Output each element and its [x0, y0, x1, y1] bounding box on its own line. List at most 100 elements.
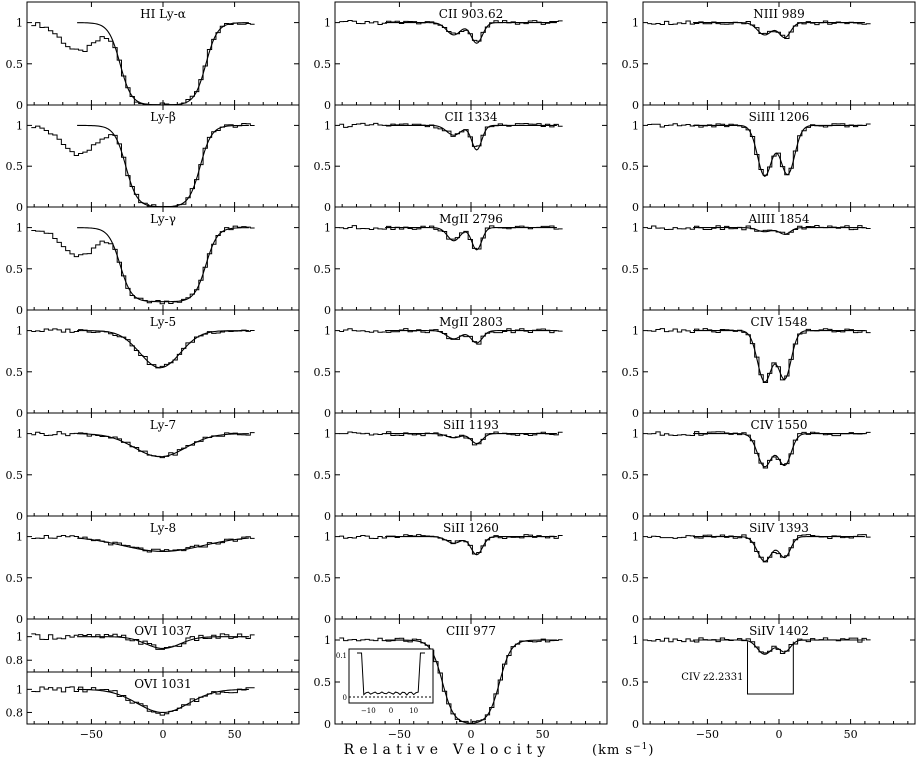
model-fit: [385, 22, 557, 44]
y-tick-label: 0: [632, 407, 639, 420]
panel-label: Ly-5: [150, 315, 176, 329]
y-tick-label: 0: [324, 304, 331, 317]
observed-histogram: [339, 122, 563, 147]
inset-y-tick-label: 0.1: [336, 652, 347, 660]
y-tick-label: 0: [324, 718, 331, 731]
panel-label: SiIV 1393: [749, 521, 809, 535]
y-tick-label: 0.5: [314, 263, 332, 276]
y-tick-label: 0: [632, 201, 639, 214]
observed-histogram: [647, 225, 871, 235]
y-tick-label: 0.5: [314, 366, 332, 379]
model-fit: [77, 537, 249, 552]
y-tick-label: 0.5: [6, 263, 24, 276]
inset-x-tick-label: 0: [389, 707, 393, 715]
panel-label: OVI 1031: [134, 677, 191, 691]
x-axis-unit: (km s−1): [592, 742, 654, 758]
y-tick-label: 0.5: [314, 676, 332, 689]
panel-label: NIII 989: [753, 7, 804, 21]
panel-0-3: 0 0.5 1 Ly-5: [6, 309, 300, 420]
y-tick-label: 1: [632, 531, 639, 544]
y-tick-label: 1: [16, 683, 23, 696]
y-tick-label: 0: [324, 510, 331, 523]
y-tick-label: 0.5: [314, 160, 332, 173]
y-tick-label: 0.5: [6, 160, 24, 173]
y-tick-label: 0.5: [622, 469, 640, 482]
model-fit: [77, 227, 249, 303]
panel-label: CIV 1550: [751, 418, 808, 432]
observed-histogram: [339, 20, 563, 42]
model-fit: [385, 227, 557, 251]
observed-histogram: [647, 123, 871, 176]
x-tick-label: 50: [844, 728, 858, 741]
panel-2-1: 0 0.5 1 SiIII 1206: [622, 104, 916, 214]
panel-2-3: 0 0.5 1 CIV 1548: [622, 309, 916, 420]
y-tick-label: 1: [324, 119, 331, 132]
panel-0-0: 0 0.5 1 HI Ly-α: [6, 1, 300, 112]
panel-label: SiIV 1402: [749, 624, 809, 638]
y-tick-label: 0.5: [314, 572, 332, 585]
panel-1-4: 0 0.5 1 SiII 1193: [314, 412, 608, 523]
y-tick-label: 1: [324, 17, 331, 30]
y-tick-label: 0.5: [622, 160, 640, 173]
model-fit: [77, 22, 249, 106]
y-tick-label: 1: [324, 325, 331, 338]
annotation-bracket: [747, 641, 794, 695]
panel-label: CIII 977: [446, 624, 496, 638]
panel-label: Ly-β: [150, 110, 176, 124]
panel-label: MgII 2796: [439, 212, 503, 226]
y-tick-label: 1: [632, 17, 639, 30]
y-tick-label: 0.5: [6, 366, 24, 379]
model-fit: [693, 639, 865, 655]
x-tick-label: 0: [776, 728, 783, 741]
panel-0-5: 0 0.5 1 Ly-8: [6, 515, 300, 626]
panel-label: CII 1334: [444, 110, 497, 124]
panel-0-1: 0 0.5 1 Ly-β: [6, 104, 300, 214]
y-tick-label: 0: [632, 613, 639, 626]
x-tick-label: −50: [696, 728, 719, 741]
y-tick-label: 0.8: [6, 654, 24, 667]
y-tick-label: 1: [632, 428, 639, 441]
y-tick-label: 0: [632, 718, 639, 731]
y-tick-label: 0: [324, 613, 331, 626]
panel-0-6: 0.8 1 OVI 1037: [6, 618, 300, 673]
x-axis-unit-superscript: −1: [633, 742, 648, 752]
model-fit: [385, 124, 557, 151]
annotation-label: CIV z2.2331: [681, 672, 743, 683]
y-tick-label: 1: [16, 119, 23, 132]
y-tick-label: 0: [16, 99, 23, 112]
y-tick-label: 0: [16, 407, 23, 420]
model-fit: [77, 433, 249, 458]
y-tick-label: 0.8: [6, 706, 24, 719]
model-fit: [693, 433, 865, 468]
model-fit: [77, 330, 249, 369]
inset-plot: −10 0 10 0 0.1: [336, 648, 434, 715]
y-tick-label: 1: [16, 325, 23, 338]
y-tick-label: 1: [16, 631, 23, 644]
x-tick-label: 0: [468, 728, 475, 741]
panel-1-6: 0 0.5 1 CIII 977 −10 0 10 0 0.1 −50 0 50: [314, 618, 608, 741]
y-tick-label: 1: [324, 531, 331, 544]
y-tick-label: 0.5: [314, 469, 332, 482]
panel-2-0: 0 0.5 1 NIII 989: [622, 1, 916, 112]
y-tick-label: 0: [324, 407, 331, 420]
observed-histogram: [647, 328, 871, 384]
y-tick-label: 0.5: [314, 58, 332, 71]
y-tick-label: 1: [16, 17, 23, 30]
observed-histogram: [31, 122, 255, 208]
inset-y-tick-label: 0: [343, 694, 347, 702]
model-fit: [77, 124, 249, 208]
y-tick-label: 0.5: [6, 469, 24, 482]
model-fit: [385, 433, 557, 445]
panel-2-6: 0 0.5 1 SiIV 1402 CIV z2.2331 −50 0 50: [622, 618, 916, 741]
observed-histogram: [647, 534, 871, 563]
panel-label: HI Ly-α: [140, 7, 186, 21]
observed-histogram: [31, 22, 255, 106]
y-tick-label: 0: [324, 99, 331, 112]
y-tick-label: 0: [16, 613, 23, 626]
panel-1-2: 0 0.5 1 MgII 2796: [314, 206, 608, 317]
model-fit: [693, 330, 865, 383]
observed-histogram: [31, 328, 255, 369]
panel-0-2: 0 0.5 1 Ly-γ: [6, 206, 300, 317]
y-tick-label: 0: [16, 510, 23, 523]
